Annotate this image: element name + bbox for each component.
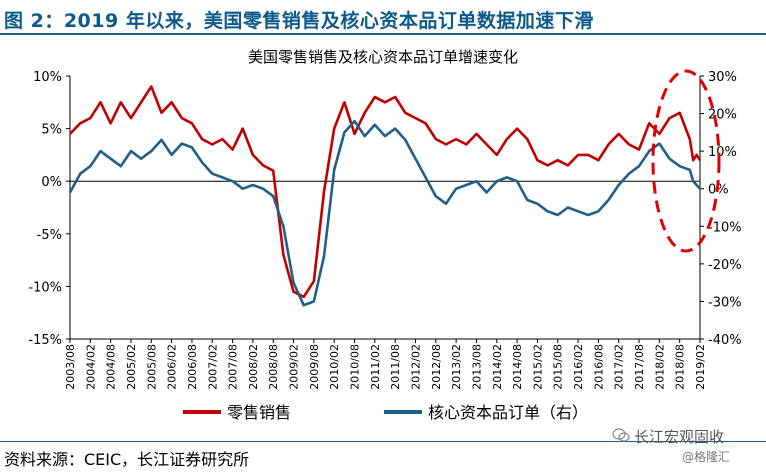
x-tick-label: 2006/08 <box>186 344 199 390</box>
x-tick-label: 2015/02 <box>531 344 544 390</box>
wechat-icon <box>612 428 630 442</box>
x-tick-label: 2003/08 <box>64 344 77 390</box>
left-tick-label: 5% <box>41 123 62 138</box>
figure-title: 图 2：2019 年以来，美国零售销售及核心资本品订单数据加速下滑 <box>4 10 594 32</box>
source-note: 资料来源：CEIC，长江证券研究所 <box>4 450 250 469</box>
x-tick-label: 2013/02 <box>450 344 463 390</box>
annotation-ellipse <box>651 69 721 253</box>
right-tick-label: -10% <box>708 220 742 235</box>
series-line-retail <box>69 85 702 299</box>
left-tick-label: -15% <box>28 333 62 348</box>
title-rule <box>0 33 766 35</box>
x-tick-label: 2014/02 <box>491 344 504 390</box>
x-tick-label: 2005/02 <box>125 344 138 390</box>
axes: 10%5%0%-5%-10%-15%30%20%10%0%-10%-20%-30… <box>28 70 741 390</box>
chart: 美国零售销售及核心资本品订单增速变化 10% 5% 0% -5% -10% -15% 30%… <box>28 48 741 422</box>
x-tick-label: 2012/08 <box>430 344 443 390</box>
x-tick-label: 2004/02 <box>84 344 97 390</box>
x-tick-label: 2017/08 <box>633 344 646 390</box>
right-tick-label: 30% <box>708 70 737 85</box>
chart-title: 美国零售销售及核心资本品订单增速变化 <box>248 48 518 66</box>
watermark-sub: @格隆汇 <box>682 450 731 464</box>
x-tick-label: 2010/02 <box>328 344 341 390</box>
legend: 零售销售 核心资本品订单（右） <box>183 403 588 422</box>
x-tick-label: 2006/02 <box>166 344 179 390</box>
left-tick-label: 10% <box>33 70 62 85</box>
x-tick-label: 2010/08 <box>349 344 362 390</box>
right-tick-label: -20% <box>708 258 742 273</box>
x-tick-label: 2004/08 <box>105 344 118 390</box>
x-tick-label: 2018/08 <box>674 344 687 390</box>
x-tick-label: 2018/02 <box>653 344 666 390</box>
right-tick-label: -40% <box>708 333 742 348</box>
x-tick-label: 2007/02 <box>206 344 219 390</box>
left-tick-label: -10% <box>28 280 62 295</box>
x-tick-label: 2007/08 <box>227 344 240 390</box>
right-tick-label: -30% <box>708 295 742 310</box>
x-tick-label: 2008/08 <box>267 344 280 390</box>
x-tick-label: 2009/02 <box>288 344 301 390</box>
right-tick-label: 10% <box>708 145 737 160</box>
x-tick-label: 2015/08 <box>552 344 565 390</box>
legend-label-capital: 核心资本品订单（右） <box>428 403 588 422</box>
series-line-capital <box>68 119 701 307</box>
legend-label-retail: 零售销售 <box>227 403 291 422</box>
x-tick-label: 2013/08 <box>470 344 483 390</box>
left-tick-label: 0% <box>41 175 62 190</box>
x-tick-label: 2019/02 <box>694 344 707 390</box>
x-tick-label: 2016/02 <box>572 344 585 390</box>
x-tick-label: 2016/08 <box>592 344 605 390</box>
x-tick-label: 2009/08 <box>308 344 321 390</box>
right-tick-label: 20% <box>708 108 737 123</box>
x-tick-label: 2011/08 <box>389 344 402 390</box>
x-tick-label: 2011/02 <box>369 344 382 390</box>
series-group <box>68 85 702 307</box>
annotation <box>651 69 721 253</box>
watermark-name: 长江宏观固收 <box>634 428 725 446</box>
x-tick-label: 2012/02 <box>409 344 422 390</box>
left-tick-label: -5% <box>37 228 62 243</box>
x-tick-label: 2017/02 <box>613 344 626 390</box>
footer-rule <box>0 441 766 442</box>
x-tick-label: 2005/08 <box>145 344 158 390</box>
x-tick-label: 2008/02 <box>247 344 260 390</box>
x-tick-label: 2014/08 <box>511 344 524 390</box>
watermark: 长江宏观固收 @格隆汇 <box>612 426 762 470</box>
